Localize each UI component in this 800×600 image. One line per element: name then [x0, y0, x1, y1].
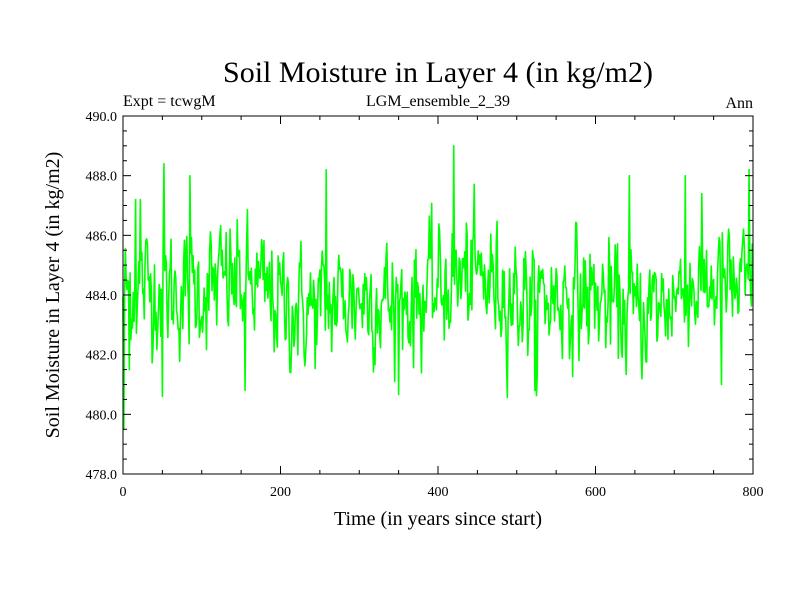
y-tick-label-480.0: 480.0	[86, 408, 118, 423]
experiment-label: Expt = tcwgM	[123, 93, 216, 110]
x-tick-label-400: 400	[428, 485, 449, 500]
y-tick-label-486.0: 486.0	[86, 229, 118, 244]
ensemble-label: LGM_ensemble_2_39	[366, 93, 510, 110]
y-axis-label: Soil Moisture in Layer 4 (in kg/m2)	[42, 152, 64, 439]
series-line-0	[122, 145, 754, 431]
y-tick-label-488.0: 488.0	[86, 170, 118, 185]
y-tick-label-478.0: 478.0	[86, 468, 118, 483]
chart-title: Soil Moisture in Layer 4 (in kg/m2)	[223, 56, 653, 89]
x-tick-label-200: 200	[270, 485, 291, 500]
x-tick-label-0: 0	[120, 485, 127, 500]
y-tick-label-490.0: 490.0	[86, 110, 118, 125]
y-tick-label-482.0: 482.0	[86, 349, 118, 364]
axes-layer: 0 200 400 600 800 478.0 480.0 482.0 484.0 486.0 48…	[86, 110, 764, 500]
series-layer	[122, 145, 754, 431]
y-tick-label-484.0: 484.0	[86, 289, 118, 304]
x-tick-label-600: 600	[585, 485, 606, 500]
x-tick-label-800: 800	[743, 485, 764, 500]
x-axis-label: Time (in years since start)	[334, 508, 542, 530]
season-label: Ann	[725, 95, 753, 112]
